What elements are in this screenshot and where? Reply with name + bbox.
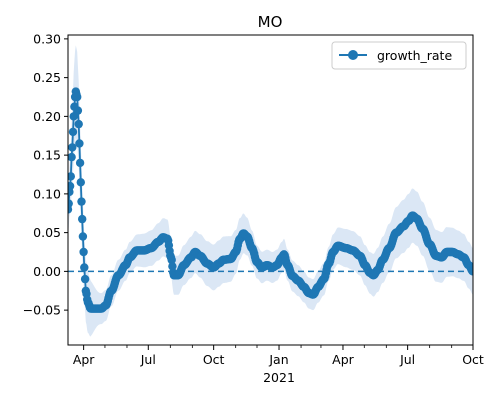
data-point — [77, 197, 86, 206]
data-point — [69, 112, 78, 121]
data-point — [78, 214, 87, 224]
y-tick-label: 0.10 — [33, 186, 61, 201]
plot-frame — [67, 34, 474, 346]
y-axis: −0.05 0.00 0.05 0.10 0.15 0.20 0.25 0.30 — [23, 31, 68, 318]
data-point — [168, 262, 177, 271]
data-point — [75, 158, 85, 168]
data-point — [78, 232, 88, 241]
chart-title: MO — [258, 13, 283, 31]
y-tick-label: 0.25 — [33, 70, 61, 85]
y-tick-label: 0.15 — [33, 148, 61, 163]
x-tick-label: Jul — [399, 352, 415, 367]
legend-entry-growth-rate: growth_rate — [377, 48, 452, 63]
y-tick-label: 0.00 — [33, 264, 61, 279]
data-point — [68, 143, 77, 152]
data-point — [68, 199, 73, 208]
data-point — [73, 106, 83, 115]
data-point — [79, 247, 88, 257]
x-tick-sublabel: 2021 — [263, 370, 295, 385]
legend-marker-swatch — [348, 50, 358, 60]
y-tick-label: 0.30 — [33, 31, 61, 46]
data-point — [167, 255, 176, 265]
data-point — [68, 127, 78, 137]
data-point — [75, 139, 84, 148]
y-tick-label: 0.05 — [33, 225, 61, 240]
x-tick-label: Oct — [203, 352, 225, 367]
series-points-layer — [68, 87, 473, 313]
x-tick-label: Apr — [332, 352, 354, 367]
x-axis: Apr Jul Oct Jan 2021 Apr Jul Oct — [73, 345, 484, 385]
data-point — [80, 263, 89, 272]
data-point — [76, 178, 86, 187]
x-tick-label: Jan — [268, 352, 288, 367]
data-point — [68, 152, 76, 162]
data-point — [80, 274, 90, 284]
data-point — [68, 181, 75, 191]
legend: growth_rate — [331, 41, 467, 70]
data-point — [468, 267, 473, 276]
data-point — [68, 172, 75, 181]
y-tick-label: −0.05 — [23, 303, 61, 318]
x-tick-label: Apr — [73, 352, 95, 367]
x-tick-label: Jul — [140, 352, 156, 367]
x-tick-label: Oct — [462, 352, 484, 367]
data-point — [74, 119, 83, 129]
legend-box — [331, 41, 467, 70]
data-point — [73, 92, 82, 102]
y-tick-label: 0.20 — [33, 109, 61, 124]
